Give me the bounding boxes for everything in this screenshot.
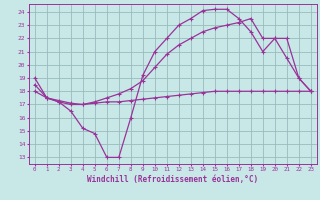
X-axis label: Windchill (Refroidissement éolien,°C): Windchill (Refroidissement éolien,°C) [87, 175, 258, 184]
